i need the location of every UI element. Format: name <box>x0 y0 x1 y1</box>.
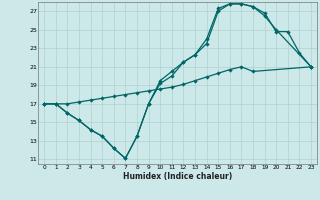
X-axis label: Humidex (Indice chaleur): Humidex (Indice chaleur) <box>123 172 232 181</box>
